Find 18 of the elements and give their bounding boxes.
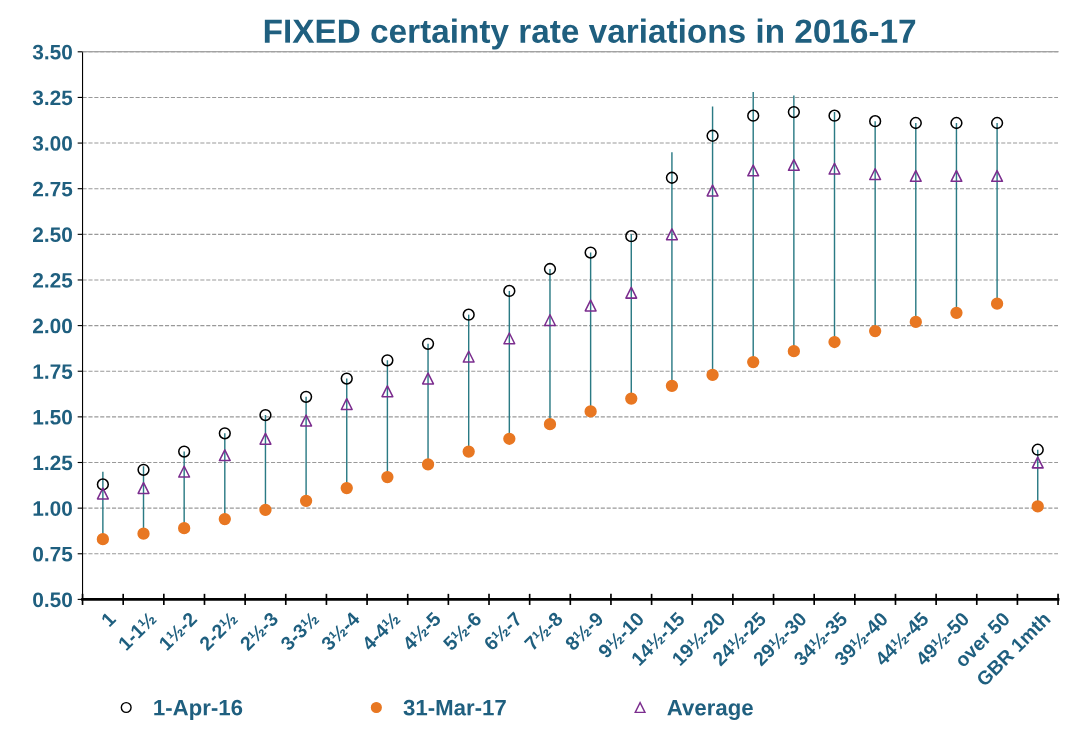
- legend-label: 31-Mar-17: [403, 699, 506, 716]
- legend-label: Average: [667, 700, 753, 720]
- y-tick-label: 3.25: [32, 90, 73, 106]
- y-tick-label: 2.75: [33, 181, 73, 197]
- chart-title: FIXED certainty rate variations in 2016-17: [264, 18, 916, 50]
- legend-label: 1-Apr-16: [154, 699, 243, 720]
- y-tick-label: 0.75: [33, 546, 73, 562]
- y-tick-label: 1.00: [33, 501, 72, 516]
- y-tick-label: 1.25: [33, 455, 73, 471]
- y-tick-label: 3.50: [32, 44, 72, 60]
- y-tick-label: 2.50: [33, 227, 72, 243]
- y-tick-label: 0.50: [33, 592, 72, 608]
- y-tick-label: 2.00: [33, 318, 72, 334]
- y-tick-label: 1.50: [33, 409, 72, 425]
- y-tick-label: 2.25: [33, 272, 73, 288]
- x-tick-label: 1: [100, 611, 117, 628]
- y-tick-label: 1.75: [33, 364, 73, 379]
- y-tick-label: 3.00: [32, 136, 72, 151]
